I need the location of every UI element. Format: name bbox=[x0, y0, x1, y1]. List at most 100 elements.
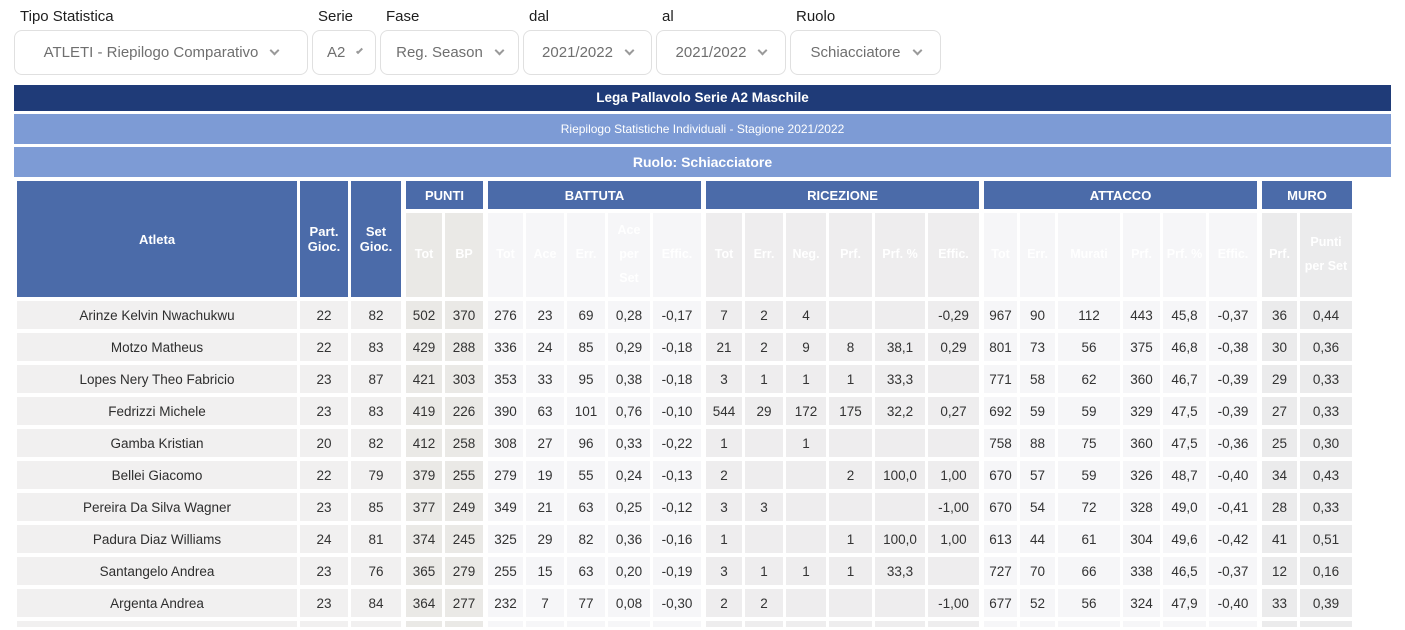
cell-attacco-5: -0,40 bbox=[1209, 589, 1257, 617]
cell-battuta-4: -0,19 bbox=[653, 557, 701, 585]
sub-header-punti-tot: Tot bbox=[404, 213, 442, 297]
cell-attacco-3: 329 bbox=[1123, 397, 1160, 425]
cell-ricezione-1: 2 bbox=[745, 333, 783, 361]
cell-ricezione-3: 175 bbox=[829, 397, 872, 425]
cell-attacco-2: 62 bbox=[1058, 365, 1120, 393]
filter-tipo-statistica: Tipo Statistica ATLETI - Riepilogo Compar… bbox=[14, 6, 308, 75]
cell-battuta-1: 24 bbox=[526, 333, 564, 361]
sub-header-attacco-effic: Effic. bbox=[1209, 213, 1257, 297]
cell-ricezione-3: 8 bbox=[829, 333, 872, 361]
cell-battuta-2: 77 bbox=[567, 589, 605, 617]
cell-battuta-3: 0,33 bbox=[608, 429, 650, 457]
cell-battuta-2: 82 bbox=[567, 525, 605, 553]
filter-label-serie: Serie bbox=[318, 8, 354, 25]
cell-punti-0: 377 bbox=[404, 493, 442, 521]
cell-battuta-2: 85 bbox=[567, 333, 605, 361]
cell-partial bbox=[653, 621, 701, 627]
cell-part-gioc: 22 bbox=[300, 301, 348, 329]
cell-battuta-4: -0,16 bbox=[653, 525, 701, 553]
filter-dal: dal 2021/2022 bbox=[523, 6, 652, 75]
cell-part-gioc: 23 bbox=[300, 365, 348, 393]
cell-ricezione-4 bbox=[875, 301, 925, 329]
cell-muro-1: 0,39 bbox=[1300, 589, 1352, 617]
cell-attacco-1: 90 bbox=[1020, 301, 1055, 329]
cell-attacco-0: 613 bbox=[982, 525, 1017, 553]
cell-muro-1: 0,30 bbox=[1300, 429, 1352, 457]
sub-header-muro-prf: Prf. bbox=[1260, 213, 1297, 297]
table-row: Pereira Da Silva Wagner 23 85 377 249 349 21 63… bbox=[17, 493, 1352, 521]
sub-header-muro-punti-per-set: Punti per Set bbox=[1300, 213, 1352, 297]
cell-battuta-0: 279 bbox=[486, 461, 523, 489]
cell-battuta-0: 308 bbox=[486, 429, 523, 457]
cell-part-gioc: 23 bbox=[300, 589, 348, 617]
sub-header-ricezione-err: Err. bbox=[745, 213, 783, 297]
sub-header-battuta-effic: Effic. bbox=[653, 213, 701, 297]
filter-label-ruolo: Ruolo bbox=[796, 8, 836, 25]
filter-select-al[interactable]: 2021/2022 bbox=[656, 30, 786, 75]
cell-partial bbox=[1260, 621, 1297, 627]
cell-ricezione-2: 9 bbox=[786, 333, 826, 361]
cell-attacco-0: 967 bbox=[982, 301, 1017, 329]
group-header-battuta: BATTUTA bbox=[486, 181, 701, 209]
cell-battuta-4: -0,30 bbox=[653, 589, 701, 617]
athlete-name: Santangelo Andrea bbox=[17, 557, 297, 585]
cell-attacco-1: 70 bbox=[1020, 557, 1055, 585]
cell-attacco-2: 72 bbox=[1058, 493, 1120, 521]
cell-battuta-1: 29 bbox=[526, 525, 564, 553]
cell-partial bbox=[17, 621, 297, 627]
table-row: Arinze Kelvin Nwachukwu 22 82 502 370 276 23 69… bbox=[17, 301, 1352, 329]
sub-header-attacco-prf: Prf. bbox=[1123, 213, 1160, 297]
cell-battuta-3: 0,29 bbox=[608, 333, 650, 361]
cell-attacco-5: -0,42 bbox=[1209, 525, 1257, 553]
cell-attacco-0: 670 bbox=[982, 461, 1017, 489]
cell-attacco-4: 47,5 bbox=[1163, 397, 1206, 425]
cell-punti-0: 379 bbox=[404, 461, 442, 489]
filter-select-serie[interactable]: A2 bbox=[312, 30, 376, 75]
filter-select-fase[interactable]: Reg. Season bbox=[380, 30, 519, 75]
cell-partial bbox=[1123, 621, 1160, 627]
filter-value-ruolo: Schiacciatore bbox=[810, 44, 901, 61]
cell-ricezione-2: 172 bbox=[786, 397, 826, 425]
cell-ricezione-5 bbox=[928, 557, 979, 585]
cell-ricezione-0: 2 bbox=[704, 461, 742, 489]
cell-punti-0: 365 bbox=[404, 557, 442, 585]
cell-battuta-2: 101 bbox=[567, 397, 605, 425]
col-header-part-gioc: Part. Gioc. bbox=[300, 181, 348, 297]
cell-ricezione-3: 2 bbox=[829, 461, 872, 489]
cell-muro-0: 25 bbox=[1260, 429, 1297, 457]
cell-battuta-1: 63 bbox=[526, 397, 564, 425]
cell-attacco-5: -0,37 bbox=[1209, 301, 1257, 329]
cell-muro-1: 0,51 bbox=[1300, 525, 1352, 553]
cell-attacco-1: 54 bbox=[1020, 493, 1055, 521]
cell-partial bbox=[526, 621, 564, 627]
cell-punti-0: 421 bbox=[404, 365, 442, 393]
chevron-down-icon bbox=[912, 45, 922, 55]
filter-value-al: 2021/2022 bbox=[675, 44, 747, 61]
cell-battuta-2: 63 bbox=[567, 557, 605, 585]
cell-battuta-3: 0,08 bbox=[608, 589, 650, 617]
cell-attacco-3: 304 bbox=[1123, 525, 1160, 553]
cell-ricezione-3: 1 bbox=[829, 525, 872, 553]
cell-ricezione-0: 3 bbox=[704, 493, 742, 521]
cell-battuta-2: 69 bbox=[567, 301, 605, 329]
filter-select-dal[interactable]: 2021/2022 bbox=[523, 30, 652, 75]
filter-select-tipo-statistica[interactable]: ATLETI - Riepilogo Comparativo bbox=[14, 30, 308, 75]
cell-battuta-1: 7 bbox=[526, 589, 564, 617]
sub-header-battuta-err: Err. bbox=[567, 213, 605, 297]
cell-partial bbox=[982, 621, 1017, 627]
cell-ricezione-3 bbox=[829, 589, 872, 617]
cell-ricezione-0: 7 bbox=[704, 301, 742, 329]
filter-select-ruolo[interactable]: Schiacciatore bbox=[790, 30, 941, 75]
banner-role: Ruolo: Schiacciatore bbox=[14, 147, 1391, 177]
table-row: Gamba Kristian 20 82 412 258 308 27 96 0,33 -0,22… bbox=[17, 429, 1352, 457]
cell-ricezione-4: 32,2 bbox=[875, 397, 925, 425]
sub-header-battuta-ace-per-set: Ace per Set bbox=[608, 213, 650, 297]
table-body: Arinze Kelvin Nwachukwu 22 82 502 370 276 23 69… bbox=[17, 301, 1352, 627]
cell-battuta-3: 0,25 bbox=[608, 493, 650, 521]
cell-set-gioc: 84 bbox=[351, 589, 401, 617]
cell-attacco-5: -0,40 bbox=[1209, 461, 1257, 489]
cell-ricezione-1: 29 bbox=[745, 397, 783, 425]
cell-partial bbox=[486, 621, 523, 627]
athlete-name: Pereira Da Silva Wagner bbox=[17, 493, 297, 521]
cell-partial bbox=[445, 621, 483, 627]
